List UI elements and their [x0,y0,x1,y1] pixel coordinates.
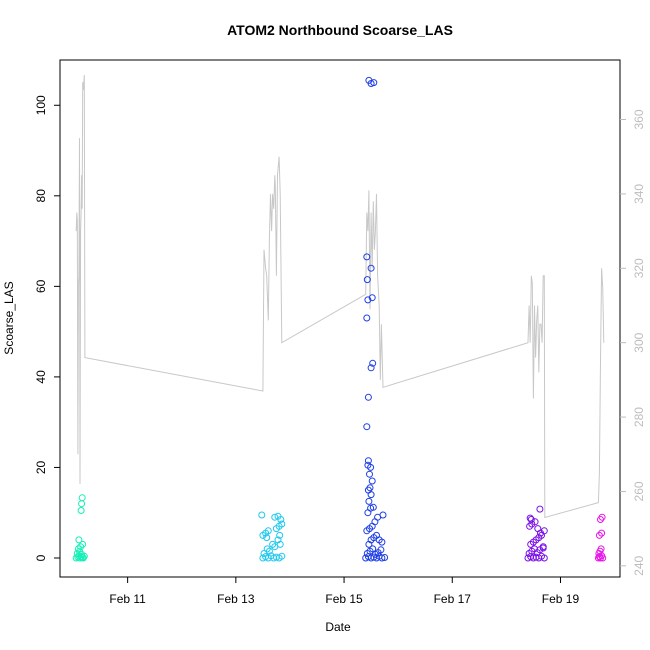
x-tick-label: Feb 15 [325,592,363,606]
axes-layer: 0 20 40 60 80 100 Feb 11 Feb 13 Feb 15 Feb 17 Feb … [34,95,646,606]
data-point [265,547,273,555]
data-point [368,477,376,485]
data-point [364,393,372,401]
y2-tick-label: 320 [632,258,646,278]
y-tick-label: 60 [34,279,48,293]
data-point [598,529,606,537]
y-tick-label: 100 [34,95,48,115]
data-point [364,296,372,304]
x-tick-label: Feb 19 [542,592,580,606]
y-tick-label: 20 [34,460,48,474]
data-point [269,540,277,548]
data-point [369,359,377,367]
data-point [367,364,375,372]
y2-tick-label: 340 [632,184,646,204]
data-point [276,540,284,548]
data-point [526,522,534,530]
data-point [79,540,87,548]
data-point [73,550,81,557]
x-tick-label: Feb 11 [109,592,146,606]
data-point [540,527,548,535]
data-point [276,531,284,539]
data-point [381,554,389,561]
y-tick-label: 40 [34,370,48,384]
plot-frame [59,59,621,578]
data-point [258,511,266,519]
data-point [364,457,372,465]
x-axis-label: Date [325,620,351,634]
data-point [363,276,371,284]
data-point [263,534,271,542]
data-point [539,543,547,551]
data-point [77,543,85,551]
data-point [377,546,385,554]
data-point [531,518,539,526]
y-tick-label: 0 [34,554,48,561]
data-point [78,494,86,502]
data-point [363,423,371,431]
data-point [379,511,387,519]
data-point [74,545,82,553]
data-point [77,507,85,514]
data-point [598,513,606,521]
chart-title: ATOM2 Northbound Scoarse_LAS [227,22,453,38]
data-point [536,505,544,513]
data-point [364,461,372,469]
data-point [271,513,279,521]
data-point [363,314,371,322]
data-point [599,554,607,562]
y2-tick-label: 240 [632,556,646,576]
data-point [366,484,374,492]
y2-tick-label: 280 [632,407,646,427]
data-point [595,531,603,539]
data-point [363,253,371,261]
data-point [278,520,286,528]
data-point [537,529,544,537]
data-point [597,545,605,553]
data-point [378,554,386,562]
data-point [365,497,373,505]
data-point [368,294,376,302]
data-point [75,536,83,544]
x-tick-label: Feb 13 [217,592,255,606]
data-point [526,514,534,522]
data-point [378,538,386,546]
data-point [264,527,272,535]
data-point [540,554,548,562]
secondary-line-layer [75,74,605,519]
data-point [278,552,286,560]
data-point [369,545,377,553]
data-point [277,516,285,523]
data-point [367,264,375,272]
y2-tick-label: 360 [632,109,646,129]
y-tick-label: 80 [34,189,48,203]
y2-tick-label: 300 [632,332,646,352]
y-axis-label: Scoarse_LAS [2,281,16,354]
secondary-series-line [75,74,605,519]
data-point [366,470,373,478]
y2-tick-label: 260 [632,481,646,501]
data-point [370,79,378,87]
points-layer [72,76,607,562]
data-point [78,550,86,558]
data-point [369,503,377,511]
data-point [527,516,535,523]
data-point [263,545,271,553]
x-tick-label: Feb 17 [434,592,472,606]
